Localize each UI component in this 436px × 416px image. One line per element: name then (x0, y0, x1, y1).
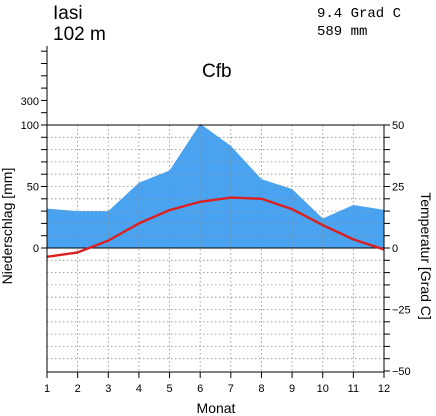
right-tick-label: −50 (392, 366, 411, 378)
station-name: Iasi (53, 3, 83, 24)
left-tick-label: 0 (33, 243, 39, 255)
x-tick-label: 4 (136, 383, 142, 395)
mean-temperature: 9.4 Grad C (317, 6, 401, 22)
right-tick-label: 25 (392, 182, 404, 194)
x-tick-label: 8 (258, 383, 264, 395)
left-axis-label: Niederschlag [mm] (0, 168, 15, 285)
x-tick-label: 10 (317, 383, 329, 395)
annual-precipitation: 589 mm (317, 24, 367, 40)
left-tick-label: 100 (21, 120, 39, 132)
climate-class: Cfb (202, 61, 232, 82)
x-tick-label: 9 (289, 383, 295, 395)
x-tick-label: 3 (105, 383, 111, 395)
station-elevation: 102 m (53, 24, 106, 45)
x-tick-label: 2 (75, 383, 81, 395)
right-tick-label: 0 (392, 243, 398, 255)
x-tick-label: 12 (378, 383, 390, 395)
x-tick-label: 11 (348, 383, 359, 395)
x-axis-label: Monat (197, 400, 236, 416)
precipitation-area (47, 123, 384, 248)
right-axis-label: Temperatur [Grad C] (418, 192, 434, 320)
x-tick-label: 1 (44, 383, 50, 395)
x-tick-label: 6 (197, 383, 203, 395)
right-tick-label: −25 (392, 305, 411, 317)
x-tick-label: 5 (166, 383, 172, 395)
temperature-line (46, 196, 385, 259)
right-tick-label: 50 (392, 120, 404, 132)
left-tick-label: 300 (21, 96, 39, 108)
x-tick-label: 7 (228, 383, 234, 395)
left-tick-label: 50 (27, 182, 39, 194)
